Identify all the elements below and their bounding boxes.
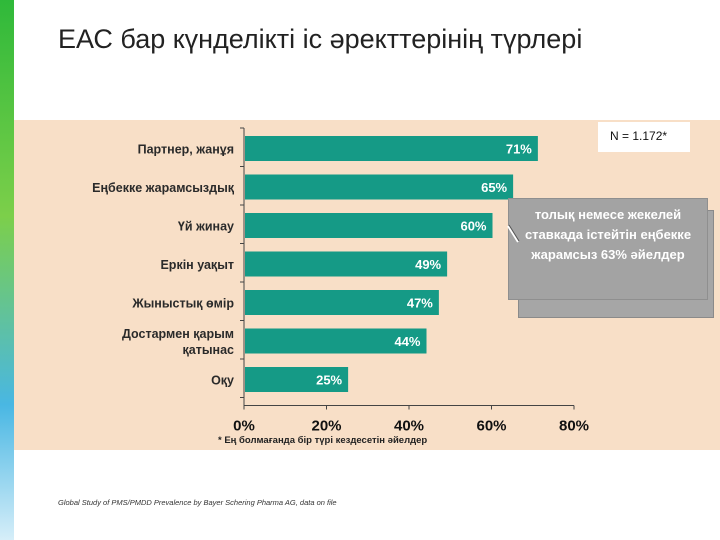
bar: [245, 290, 439, 315]
x-tick-label: 40%: [394, 418, 424, 435]
bar: [245, 213, 493, 238]
category-label: Оқу: [211, 374, 234, 388]
bar: [245, 328, 427, 354]
category-label: Үй жинау: [178, 220, 234, 234]
bar-value-label: 49%: [415, 257, 441, 272]
bar: [245, 174, 514, 200]
chart-footnote: * Ең болмағанда бір түрі кездесетін әйел…: [218, 435, 427, 446]
category-label: Достармен қарым қатынас: [122, 327, 234, 357]
x-tick-label: 20%: [311, 418, 341, 435]
category-label: Партнер, жанұя: [138, 143, 234, 157]
callout-box: толық немесе жекелей ставкада істейтін е…: [508, 198, 708, 300]
bar-value-label: 44%: [394, 334, 420, 349]
bar-value-label: 65%: [481, 180, 507, 195]
accent-stripe: [0, 0, 14, 540]
bar-value-label: 25%: [316, 373, 342, 388]
x-tick-label: 60%: [476, 418, 506, 435]
bar: [245, 251, 448, 277]
category-label: Еркін уақыт: [160, 258, 234, 272]
category-label: Еңбекке жарамсыздық: [92, 181, 235, 195]
x-tick-label: 0%: [233, 418, 255, 435]
axis-layer: 0% 20% 40% 60% 80%: [233, 127, 589, 435]
sample-size-label: N = 1.172*: [598, 122, 690, 152]
bar-value-label: 47%: [407, 296, 433, 311]
bar-chart: 71% Партнер, жанұя 65% Еңбекке жарамсыздық 6…: [92, 127, 589, 446]
bar: [245, 136, 538, 161]
page-title: ЕАС бар күнделікті іс әректтерінің түрле…: [58, 24, 583, 54]
bar: [245, 367, 349, 392]
category-label: Жыныстық өмір: [131, 297, 234, 311]
bar-value-label: 71%: [506, 142, 532, 157]
bars-layer: 71% Партнер, жанұя 65% Еңбекке жарамсыздық 6…: [92, 136, 538, 392]
bar-value-label: 60%: [460, 219, 486, 234]
source-citation: Global Study of PMS/PMDD Prevalence by B…: [58, 498, 337, 507]
x-tick-label: 80%: [559, 418, 589, 435]
